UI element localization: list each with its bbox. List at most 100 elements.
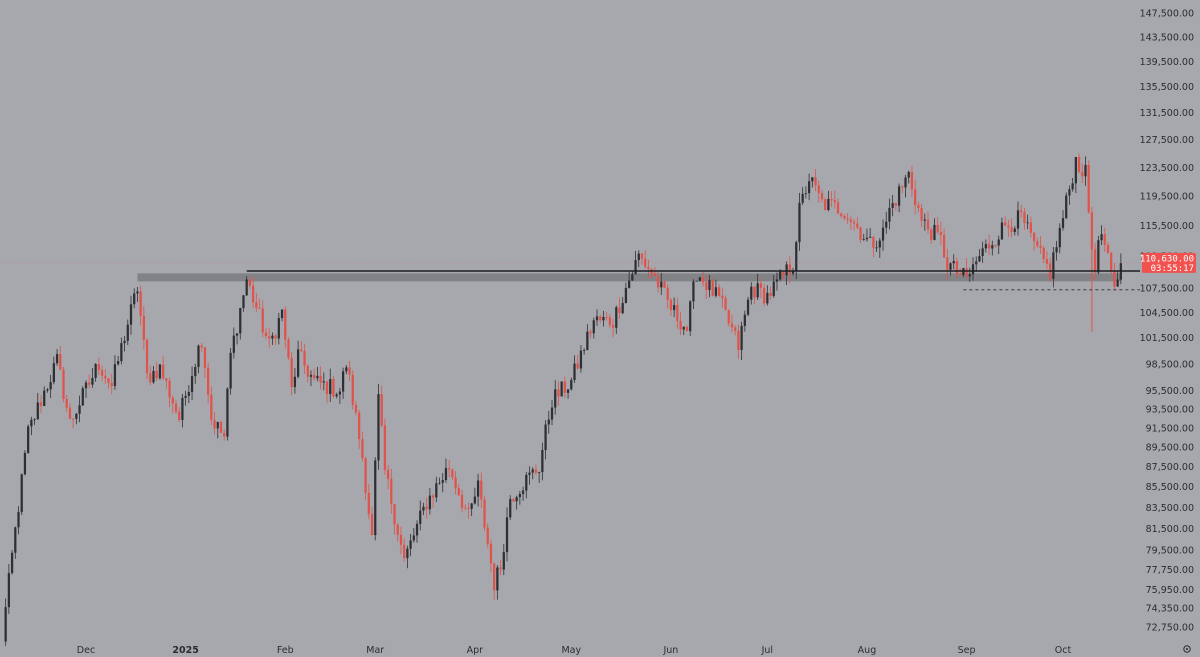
candle xyxy=(991,240,994,256)
settings-gear-icon[interactable] xyxy=(1183,645,1191,653)
candle xyxy=(878,237,881,258)
x-axis-tick-label: Feb xyxy=(277,645,294,656)
candle xyxy=(255,293,258,313)
candle xyxy=(158,363,162,380)
candle xyxy=(859,226,862,243)
candle xyxy=(422,502,425,516)
candle xyxy=(65,395,68,413)
candle xyxy=(274,333,277,346)
candle xyxy=(930,227,933,244)
candle xyxy=(232,327,235,359)
candle xyxy=(1049,257,1052,283)
candle xyxy=(451,468,454,481)
candle xyxy=(62,366,65,403)
candle xyxy=(306,364,309,383)
candle xyxy=(538,471,541,483)
candle xyxy=(1007,219,1010,237)
candle xyxy=(820,190,824,203)
candle xyxy=(123,335,126,352)
candle xyxy=(541,442,544,481)
y-axis-tick-label: 131,500.00 xyxy=(1140,108,1194,119)
candle xyxy=(374,457,377,541)
y-axis-tick-label: 74,350.00 xyxy=(1146,604,1194,615)
x-axis-tick-label: Sep xyxy=(958,645,976,656)
candle xyxy=(621,297,624,315)
candle xyxy=(470,502,473,517)
candle xyxy=(1100,225,1103,245)
candle xyxy=(49,374,52,398)
candle xyxy=(1116,270,1119,287)
candle xyxy=(1026,214,1029,230)
candle xyxy=(660,272,663,295)
candle xyxy=(673,297,676,318)
candle xyxy=(734,325,737,336)
candle xyxy=(737,324,740,359)
candle xyxy=(139,285,142,326)
candle xyxy=(293,368,297,394)
candle xyxy=(647,259,650,279)
y-axis-tick-label: 123,500.00 xyxy=(1140,163,1194,174)
candle xyxy=(509,495,512,520)
candle xyxy=(72,418,75,429)
candle xyxy=(981,241,984,264)
candle xyxy=(917,201,920,213)
candle xyxy=(512,498,515,503)
y-axis-tick-label: 127,500.00 xyxy=(1140,135,1194,146)
candle xyxy=(425,497,428,519)
y-axis-tick-label: 135,500.00 xyxy=(1140,82,1194,93)
x-axis-tick-label: 2025 xyxy=(172,645,198,656)
candle xyxy=(891,194,894,217)
candle xyxy=(460,489,464,513)
candle xyxy=(100,365,104,381)
candle xyxy=(730,314,734,333)
candle xyxy=(856,217,859,230)
candle xyxy=(923,213,926,231)
candle xyxy=(1029,216,1032,238)
candle xyxy=(88,374,91,389)
candle xyxy=(644,250,647,269)
candle xyxy=(136,287,139,303)
candle xyxy=(846,212,849,224)
candle xyxy=(769,286,772,300)
candle xyxy=(881,219,885,251)
candle xyxy=(1065,192,1068,220)
candle xyxy=(43,386,46,407)
candle xyxy=(804,186,808,199)
candle xyxy=(194,363,197,384)
candle xyxy=(795,240,798,280)
candle xyxy=(464,503,467,511)
candle xyxy=(39,395,43,414)
candle xyxy=(534,464,538,476)
candle xyxy=(656,269,660,293)
candle xyxy=(399,526,403,555)
candle xyxy=(367,484,370,520)
y-axis-tick-label: 147,500.00 xyxy=(1140,9,1194,20)
candle xyxy=(319,366,322,390)
candle xyxy=(280,309,284,322)
y-axis-tick-label: 83,500.00 xyxy=(1146,503,1194,514)
candle xyxy=(1023,207,1026,230)
current-price-value: 110,630.00 xyxy=(1140,254,1194,264)
candle xyxy=(155,362,158,382)
candle xyxy=(502,544,505,576)
y-axis-tick-label: 143,500.00 xyxy=(1140,32,1194,43)
candle xyxy=(415,520,419,543)
candle xyxy=(358,409,361,449)
candle xyxy=(290,352,293,396)
candle xyxy=(364,456,367,500)
candle xyxy=(1087,160,1090,214)
candle xyxy=(499,559,502,576)
candle xyxy=(483,496,486,532)
candle xyxy=(782,270,785,281)
candle xyxy=(1081,163,1084,183)
candle xyxy=(229,347,232,395)
candle xyxy=(727,309,730,327)
candle xyxy=(448,459,451,478)
candle xyxy=(666,284,669,309)
candle xyxy=(1004,216,1007,226)
candle xyxy=(354,400,358,416)
candle xyxy=(1055,240,1058,261)
candle xyxy=(714,279,718,298)
